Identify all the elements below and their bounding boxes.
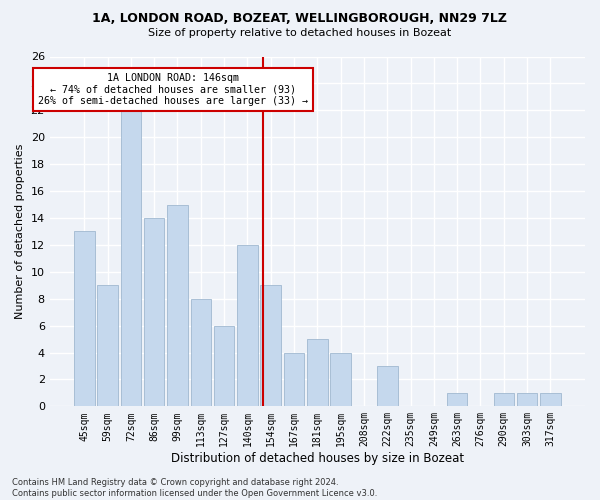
Bar <box>121 110 141 406</box>
Bar <box>540 393 560 406</box>
Text: 1A LONDON ROAD: 146sqm
← 74% of detached houses are smaller (93)
26% of semi-det: 1A LONDON ROAD: 146sqm ← 74% of detached… <box>38 72 308 106</box>
Bar <box>494 393 514 406</box>
Y-axis label: Number of detached properties: Number of detached properties <box>15 144 25 319</box>
Bar <box>214 326 235 406</box>
Bar <box>167 204 188 406</box>
Bar <box>191 298 211 406</box>
Bar <box>284 352 304 406</box>
Text: 1A, LONDON ROAD, BOZEAT, WELLINGBOROUGH, NN29 7LZ: 1A, LONDON ROAD, BOZEAT, WELLINGBOROUGH,… <box>92 12 508 26</box>
Bar <box>97 285 118 406</box>
Bar <box>144 218 164 406</box>
Bar <box>307 339 328 406</box>
X-axis label: Distribution of detached houses by size in Bozeat: Distribution of detached houses by size … <box>171 452 464 465</box>
Text: Contains HM Land Registry data © Crown copyright and database right 2024.
Contai: Contains HM Land Registry data © Crown c… <box>12 478 377 498</box>
Bar <box>331 352 351 406</box>
Bar <box>447 393 467 406</box>
Bar <box>237 245 257 406</box>
Bar <box>517 393 538 406</box>
Bar <box>74 232 95 406</box>
Bar <box>260 285 281 406</box>
Bar <box>377 366 398 406</box>
Text: Size of property relative to detached houses in Bozeat: Size of property relative to detached ho… <box>148 28 452 38</box>
